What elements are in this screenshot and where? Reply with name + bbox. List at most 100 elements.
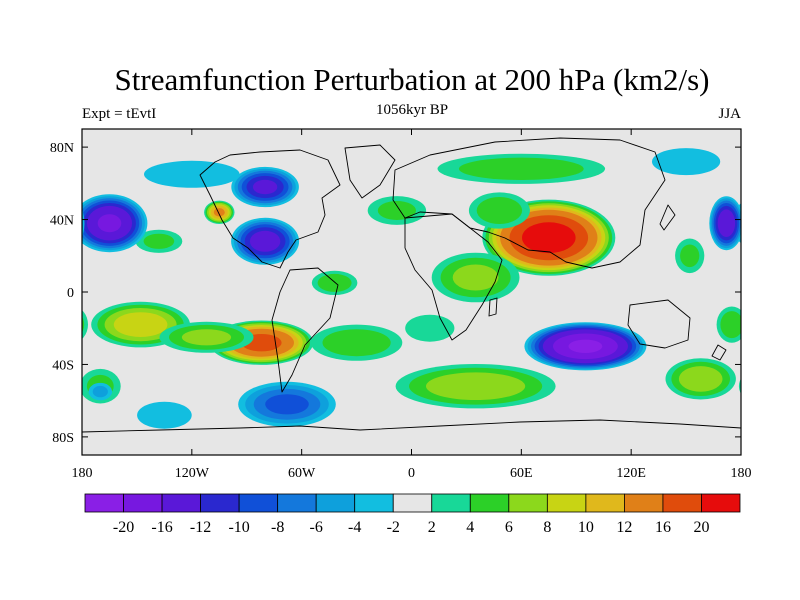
coastline-antarctica [82, 419, 741, 433]
field-contour-band [82, 310, 88, 340]
field-contour-band [746, 375, 773, 398]
field-contour-band [113, 312, 168, 337]
colorbar-swatch [200, 493, 240, 513]
field-feature [209, 320, 314, 365]
field-feature [310, 324, 403, 361]
colorbar-label: 10 [578, 519, 594, 536]
map-panel [81, 128, 795, 456]
field-feature [159, 321, 254, 353]
longitude-tick-label: 0 [408, 466, 415, 481]
coastline-madagascar [488, 297, 498, 317]
field-contour-band [377, 201, 416, 220]
field-feature [144, 160, 240, 188]
field-feature [437, 153, 606, 184]
coastline-eurasia [392, 137, 666, 269]
coastline-south-america [271, 267, 339, 393]
field-contour-band [452, 264, 499, 291]
colorbar-swatch [469, 493, 510, 513]
field-feature [137, 401, 192, 429]
colorbar-swatch [84, 493, 124, 513]
colorbar-label: 12 [616, 519, 632, 536]
field-feature [238, 381, 336, 427]
field-contour-band [426, 372, 526, 401]
colorbar-swatch [238, 493, 279, 513]
field-contour-band [82, 316, 85, 333]
field-feature [135, 229, 183, 253]
colorbar-swatch [662, 493, 702, 513]
field-contour-band [322, 329, 391, 357]
field-contour-band [746, 206, 791, 241]
field-feature [311, 270, 358, 295]
field-contour-band [680, 244, 700, 268]
colorbar-label: 20 [693, 519, 709, 536]
latitude-tick-label: 80N [50, 141, 74, 156]
field-contour-band [97, 214, 122, 233]
field-contour-band [249, 230, 281, 252]
field-contour-band [733, 206, 741, 241]
coastline-australia [627, 299, 691, 349]
field-contour-band [568, 339, 603, 353]
field-feature [231, 217, 300, 265]
field-contour-band [458, 157, 584, 180]
field-feature [524, 322, 647, 371]
field-feature [468, 192, 530, 229]
colorbar-swatch [508, 493, 548, 513]
coastline-greenland [344, 144, 396, 199]
colorbar: -20 -16 -12 -10 -8 -6 -4 -2 2 4 6 8 10 12 16 20 [84, 493, 741, 536]
field-feature [405, 314, 455, 342]
field-contour-band [317, 273, 352, 292]
field-contour-band [92, 385, 108, 398]
colorbar-label: 2 [428, 519, 436, 536]
colorbar-label: -12 [190, 519, 211, 536]
field-contour-band [717, 209, 736, 237]
field-feature [665, 358, 736, 400]
field-contour-band [738, 378, 741, 394]
field-contour-band [652, 148, 721, 176]
time-label: 1056kyr BP [376, 102, 448, 118]
field-contour-band [522, 222, 576, 254]
field-contour-band [757, 214, 781, 232]
field-feature [675, 238, 705, 274]
colorbar-label: -8 [271, 519, 284, 536]
colorbar-swatch [701, 493, 741, 513]
field-feature [204, 200, 235, 224]
colorbar-label: -6 [310, 519, 323, 536]
latitude-ticks: 80N 40N 0 40S 80S [50, 141, 741, 446]
experiment-label: Expt = tEvtI [82, 106, 156, 122]
field-feature [88, 382, 113, 401]
plot-title: Streamfunction Perturbation at 200 hPa (… [115, 62, 710, 97]
longitude-tick-label: 180 [72, 466, 93, 481]
colorbar-label: 6 [505, 519, 513, 536]
coastline-new-zealand [711, 344, 727, 361]
field-contour-band [735, 209, 741, 237]
field-contour-band [144, 160, 240, 188]
longitude-tick-label: 180 [731, 466, 752, 481]
field-contour-band [181, 329, 232, 346]
field-contour-band [265, 394, 309, 415]
season-label: JJA [718, 106, 741, 122]
coastline-africa [404, 213, 503, 341]
field-feature [82, 196, 741, 251]
latitude-tick-label: 80S [52, 431, 74, 446]
colorbar-swatch [123, 493, 163, 513]
field-contour-band [742, 203, 795, 243]
colorbar-label: -20 [113, 519, 134, 536]
colorbar-label: 16 [655, 519, 671, 536]
colorbar-label: -10 [228, 519, 249, 536]
field-contour-band [476, 197, 523, 224]
longitude-ticks: 180 120W 60W 0 60E 120E 180 [72, 129, 752, 481]
colorbar-swatch [431, 493, 471, 513]
colorbar-swatch [354, 493, 394, 513]
colorbar-swatch [277, 493, 317, 513]
colorbar-swatch [585, 493, 625, 513]
streamfunction-field [82, 148, 795, 429]
field-contour-band [252, 179, 278, 195]
field-contour-band [213, 208, 225, 217]
coastlines [82, 137, 741, 433]
coastline-north-america [199, 149, 341, 269]
field-contour-band [82, 209, 85, 238]
field-feature [652, 148, 721, 176]
field-contour-band [137, 401, 192, 429]
longitude-tick-label: 60W [288, 466, 316, 481]
